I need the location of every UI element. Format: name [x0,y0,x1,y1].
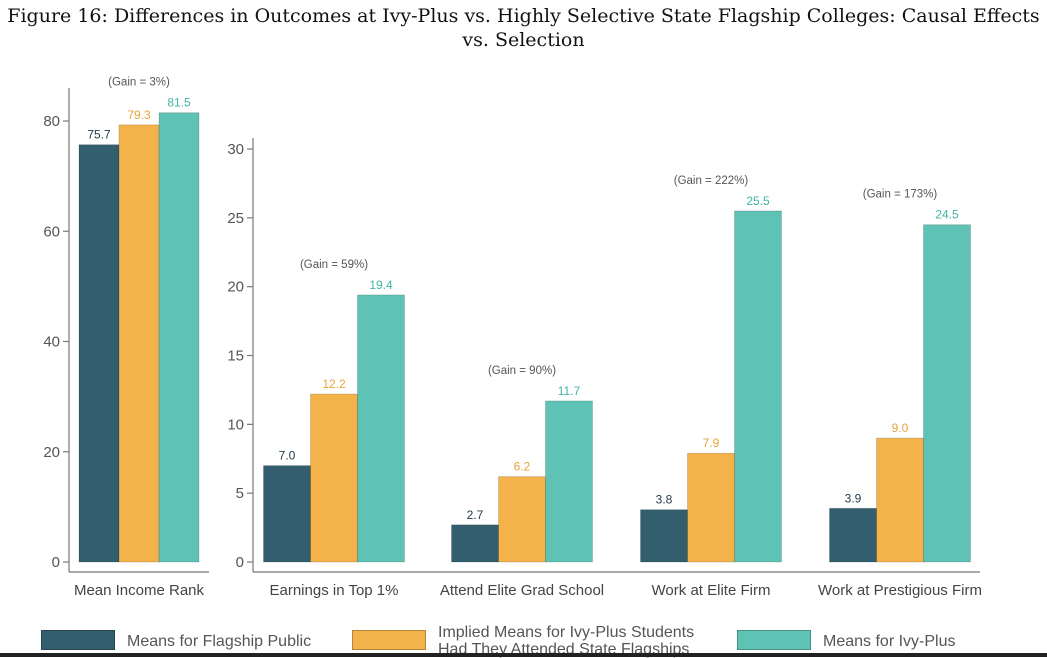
bar-work-at-elite-firm-flagship [640,509,688,563]
bar-work-at-prestigious-firm-flagship [829,507,877,563]
bar-mean-income-rank-ivy [158,112,200,563]
panel-2-ytick-label-0: 0 [236,554,244,571]
bar-work-at-prestigious-firm-ivy [923,224,971,563]
panel-1-ytick-label-20: 20 [43,444,60,461]
legend-swatch-implied [352,630,426,650]
legend-label-ivy: Means for Ivy-Plus [823,633,956,650]
bar-earnings-in-top-1-ivy [357,294,405,563]
bar-mean-income-rank-implied [118,124,160,563]
legend-item-ivy: Means for Ivy-Plus [737,624,955,650]
category-label-work-at-elite-firm: Work at Elite Firm [652,582,771,599]
value-label-work-at-prestigious-firm-flagship: 3.9 [845,491,862,505]
value-label-work-at-prestigious-firm-implied: 9.0 [892,421,909,435]
value-label-work-at-elite-firm-ivy: 25.5 [746,194,770,208]
bar-earnings-in-top-1-flagship [263,465,311,563]
panel-2-ytick-label-30: 30 [227,141,244,158]
value-label-work-at-elite-firm-flagship: 3.8 [656,493,673,507]
category-label-earnings-in-top-1: Earnings in Top 1% [270,582,399,599]
gain-annotation-earnings-in-top-1: (Gain = 59%) [300,259,368,271]
value-label-work-at-elite-firm-implied: 7.9 [703,436,720,450]
value-label-earnings-in-top-1-ivy: 19.4 [369,278,393,292]
bar-mean-income-rank-flagship [78,144,120,563]
panel-1-ytick-label-80: 80 [43,113,60,130]
value-label-attend-elite-grad-school-implied: 6.2 [514,460,531,474]
value-label-attend-elite-grad-school-flagship: 2.7 [467,508,484,522]
category-label-attend-elite-grad-school: Attend Elite Grad School [440,582,604,599]
bar-attend-elite-grad-school-ivy [545,400,593,563]
value-label-mean-income-rank-flagship: 75.7 [87,128,111,142]
category-label-mean-income-rank: Mean Income Rank [74,582,205,599]
legend-swatch-flagship [41,630,115,650]
legend-label-flagship: Means for Flagship Public [127,633,312,650]
panel-1-ytick-label-60: 60 [43,223,60,240]
figure-title: Figure 16: Differences in Outcomes at Iv… [7,5,1040,51]
bar-work-at-elite-firm-implied [687,452,735,563]
category-label-work-at-prestigious-firm: Work at Prestigious Firm [818,582,982,599]
panel-2-ytick-label-25: 25 [227,210,244,227]
value-label-mean-income-rank-implied: 79.3 [127,108,151,122]
panel-1-ytick-label-0: 0 [52,554,60,571]
bar-attend-elite-grad-school-flagship [451,524,499,563]
value-label-mean-income-rank-ivy: 81.5 [167,96,191,110]
value-label-attend-elite-grad-school-ivy: 11.7 [558,384,581,398]
bar-earnings-in-top-1-implied [310,393,358,563]
window-bottom-edge [0,653,1047,657]
gain-annotation-work-at-elite-firm: (Gain = 222%) [674,175,749,187]
gain-annotation-work-at-prestigious-firm: (Gain = 173%) [863,189,938,201]
legend-swatch-ivy [737,630,811,650]
legend-item-flagship: Means for Flagship Public [41,624,311,650]
value-label-earnings-in-top-1-implied: 12.2 [322,377,346,391]
bar-attend-elite-grad-school-implied [498,476,546,563]
panel-2-ytick-label-10: 10 [227,416,244,433]
panel-2-ytick-label-5: 5 [236,485,244,502]
gain-annotation-mean-income-rank: (Gain = 3%) [108,77,170,89]
value-label-work-at-prestigious-firm-ivy: 24.5 [935,208,959,222]
bar-work-at-elite-firm-ivy [734,210,782,563]
panel-1-ytick-label-40: 40 [43,334,60,351]
bar-work-at-prestigious-firm-implied [876,437,924,563]
gain-annotation-attend-elite-grad-school: (Gain = 90%) [488,365,556,377]
panel-2-ytick-label-20: 20 [227,279,244,296]
legend-label-implied-line1: Implied Means for Ivy-Plus Students [438,624,695,641]
value-label-earnings-in-top-1-flagship: 7.0 [279,449,296,463]
panel-2-ytick-label-15: 15 [227,348,244,365]
